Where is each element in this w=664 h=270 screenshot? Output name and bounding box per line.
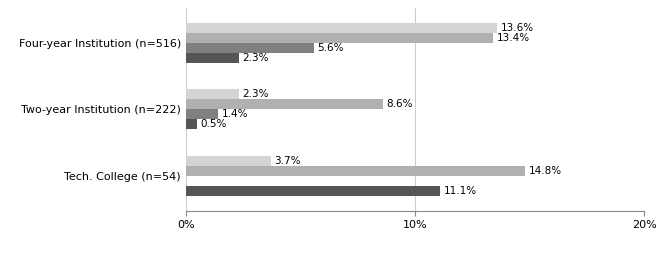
Text: 1.4%: 1.4% [221,109,248,119]
Bar [186,186,440,196]
Bar [186,23,497,33]
Text: 11.1%: 11.1% [444,186,477,196]
Bar [186,156,271,166]
Bar [186,89,238,99]
Text: 2.3%: 2.3% [242,53,268,63]
Text: 13.4%: 13.4% [496,33,529,43]
Text: 3.7%: 3.7% [274,156,301,166]
Bar [186,99,383,109]
Text: 8.6%: 8.6% [386,99,413,109]
Text: 14.8%: 14.8% [529,166,562,176]
Bar [186,43,314,53]
Bar [186,119,197,129]
Bar [186,109,218,119]
Bar [186,166,525,176]
Text: 0.5%: 0.5% [201,119,227,129]
Text: 13.6%: 13.6% [501,23,534,33]
Text: 5.6%: 5.6% [317,43,344,53]
Bar [186,33,493,43]
Text: 2.3%: 2.3% [242,89,268,99]
Bar [186,53,238,63]
